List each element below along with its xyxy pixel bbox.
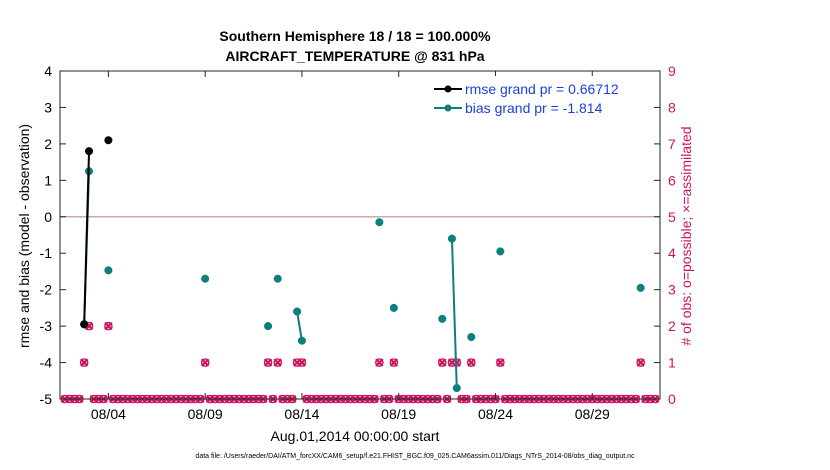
y2-tick-label: 0	[668, 391, 676, 407]
possible-count-marker	[263, 358, 273, 367]
x-tick-label: 08/19	[381, 406, 416, 422]
x-tick-label: 08/14	[284, 406, 319, 422]
assimilated-count-marker	[438, 358, 447, 367]
y-tick-label: -2	[40, 282, 53, 298]
legend: rmse grand pr = 0.66712 bias grand pr = …	[428, 76, 654, 120]
assimilated-count-marker	[496, 358, 505, 367]
assimilated-count-marker	[636, 358, 645, 367]
y-tick-label: -1	[40, 245, 53, 261]
y2-tick-label: 1	[668, 355, 676, 371]
assimilated-count-marker	[467, 358, 476, 367]
bias-data-point	[375, 218, 384, 227]
rmse-series-line	[83, 151, 91, 325]
assimilated-count-marker	[273, 358, 282, 367]
possible-count-marker	[496, 358, 505, 367]
y-tick-label: -4	[40, 355, 53, 371]
chart-subtitle: AIRCRAFT_TEMPERATURE @ 831 hPa	[225, 48, 484, 64]
y-axis-label: rmse and bias (model - observation)	[16, 124, 32, 348]
y2-tick-label: 3	[668, 282, 676, 298]
series-layer	[80, 136, 645, 393]
possible-count-marker	[273, 358, 283, 367]
x-tick-label: 08/29	[575, 406, 610, 422]
bias-data-point	[467, 332, 476, 342]
assimilated-count-marker	[375, 358, 384, 367]
legend-rmse-label: rmse grand pr = 0.66712	[465, 81, 619, 97]
bias-data-point	[636, 283, 645, 292]
x-tick-label: 08/09	[188, 406, 223, 422]
bias-data-point	[273, 274, 282, 283]
rmse-data-point	[80, 320, 89, 329]
bias-data-point	[293, 307, 302, 316]
bias-data-point	[104, 266, 113, 275]
bias-data-point	[201, 274, 210, 283]
possible-count-marker	[297, 358, 307, 367]
possible-count-marker	[437, 358, 447, 367]
bias-data-point	[447, 234, 456, 243]
data-file-footer: data file: /Users/raeder/DAI/ATM_forcXX/…	[195, 453, 635, 460]
y2-tick-label: 8	[668, 99, 676, 115]
y2-tick-label: 2	[668, 318, 676, 334]
bias-series-line	[450, 238, 458, 389]
x-tick-label: 08/04	[91, 406, 126, 422]
chart-title: Southern Hemisphere 18 / 18 = 100.000%	[219, 28, 491, 44]
bias-data-point	[297, 336, 306, 345]
bias-data-point	[389, 303, 398, 312]
assimilated-count-marker	[297, 358, 307, 367]
assimilated-count-marker	[104, 321, 113, 331]
bias-data-point	[452, 384, 461, 393]
possible-count-marker	[200, 358, 210, 367]
y-tick-label: 1	[44, 172, 52, 188]
y2-tick-label: 7	[668, 136, 676, 152]
assimilated-count-marker	[389, 358, 399, 367]
y-tick-label: -5	[40, 391, 53, 407]
y2-tick-label: 4	[668, 245, 676, 261]
plot-frame	[59, 70, 661, 400]
legend-bias-marker	[444, 104, 452, 112]
y-tick-label: 2	[44, 136, 52, 152]
axis-layer: -5 -4 -3 -2 -1 0 1 2 3 4 0 1 2 3 4 5 6 7 8 9 08/04 08/09 08/14…	[40, 63, 676, 422]
y-tick-label: -3	[40, 318, 53, 334]
possible-count-marker	[636, 358, 645, 367]
legend-box	[428, 76, 654, 120]
possible-count-marker	[466, 358, 476, 367]
possible-count-marker	[375, 358, 384, 367]
bias-data-point	[264, 322, 273, 331]
assimilated-count-marker	[200, 358, 210, 367]
possible-count-marker	[104, 321, 113, 331]
rmse-data-point	[84, 147, 94, 156]
rmse-data-point	[104, 136, 113, 145]
y2-tick-label: 9	[668, 63, 676, 79]
x-tick-label: 08/24	[478, 406, 513, 422]
y2-tick-label: 6	[668, 172, 676, 188]
y2-axis-label: # of obs: o=possible; ×=assimilated	[678, 126, 694, 345]
y-tick-label: 0	[44, 209, 52, 225]
y-tick-label: 3	[44, 99, 52, 115]
bias-data-point	[496, 247, 505, 256]
bias-data-point	[438, 314, 447, 323]
possible-count-marker	[79, 358, 89, 367]
assimilated-count-marker	[80, 358, 89, 367]
possible-count-marker	[389, 358, 399, 367]
bias-series-line	[296, 311, 303, 341]
legend-rmse-marker	[444, 85, 452, 93]
legend-bias-label: bias grand pr = -1.814	[465, 100, 603, 116]
assimilated-count-marker	[263, 358, 273, 367]
y-tick-label: 4	[44, 63, 52, 79]
y2-tick-label: 5	[668, 209, 676, 225]
x-axis-label: Aug.01,2014 00:00:00 start	[271, 428, 440, 444]
